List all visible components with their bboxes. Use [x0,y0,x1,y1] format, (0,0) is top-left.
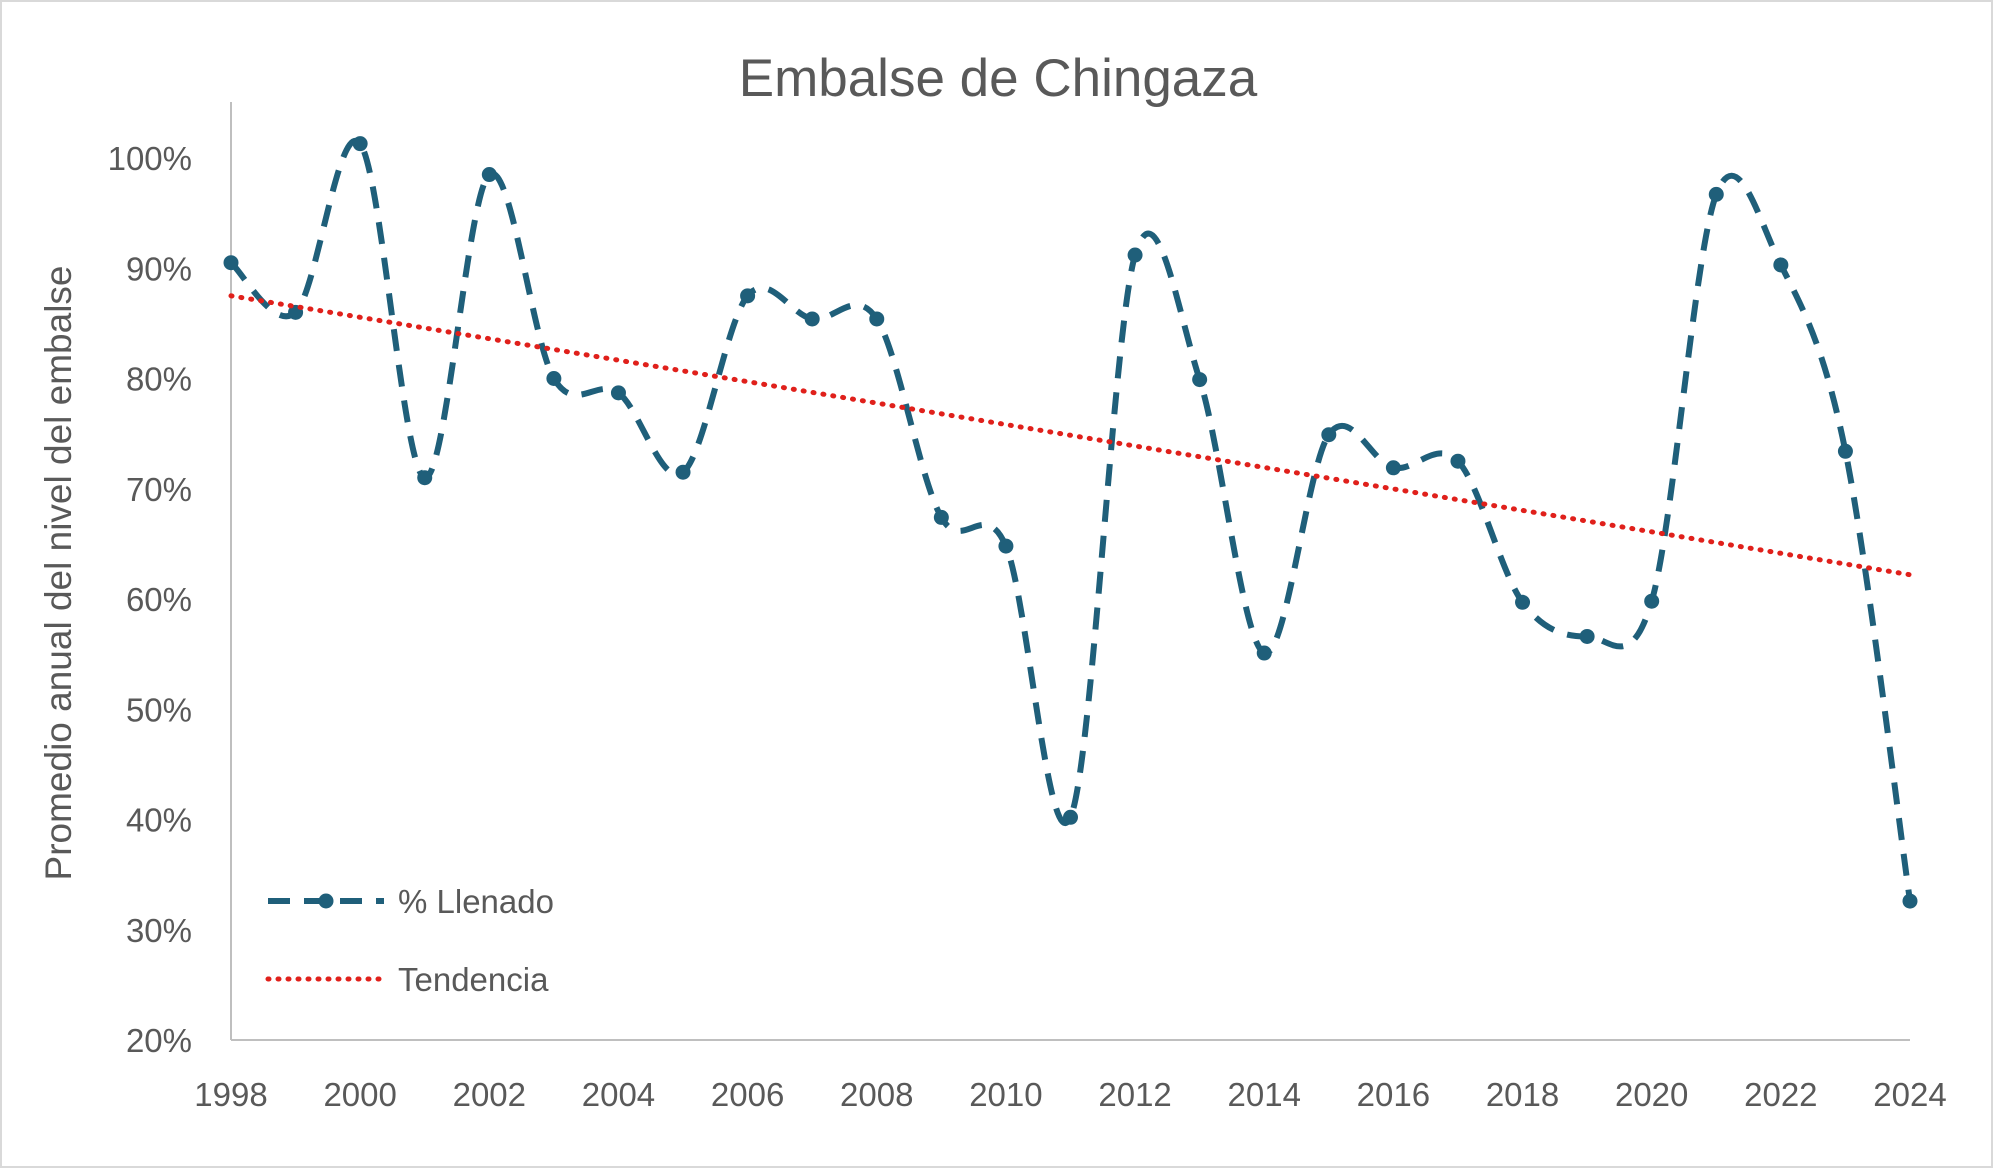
legend: % Llenado Tendencia [265,883,554,998]
x-tick-label: 2004 [582,1076,655,1113]
data-point [1902,893,1918,909]
data-point [740,288,756,304]
data-point [869,311,885,327]
x-tick-label: 2020 [1615,1076,1688,1113]
data-point [1063,809,1078,825]
legend-llenado-label: % Llenado [398,883,554,920]
data-point [417,470,433,486]
data-point [1579,628,1595,644]
data-point [1708,186,1724,202]
series-llenado-line [228,137,1913,902]
x-tick-label: 2014 [1228,1076,1301,1113]
x-tick-label: 2022 [1744,1076,1817,1113]
y-tick-label: 20% [126,1022,192,1059]
data-point [223,255,239,271]
data-point [1192,372,1208,388]
plot-area: 20% 30% 40% 50% 60% 70% 80% 90% 100% 1998 2000 2002… [108,102,1947,1113]
data-point [1256,645,1272,661]
data-point [546,371,562,386]
y-tick-label: 100% [108,140,192,177]
data-point [610,385,626,401]
data-point [352,136,368,152]
chart-title: Embalse de Chingaza [739,49,1258,108]
data-point [804,311,820,327]
data-point [1127,247,1143,263]
data-point [933,509,949,525]
series-tendencia-line [228,293,1913,578]
data-point [1515,594,1531,610]
data-point [1837,443,1853,459]
y-tick-label: 60% [126,581,192,618]
y-tick-label: 80% [126,361,192,398]
x-tick-label: 2018 [1486,1076,1559,1113]
y-tick-label: 50% [126,691,192,728]
data-point [1321,427,1337,443]
data-point [998,538,1014,554]
data-point [1450,453,1466,469]
legend-tendencia-label: Tendencia [398,961,549,998]
data-point [1644,593,1660,609]
data-point [1773,257,1789,273]
y-tick-label: 40% [126,802,192,839]
x-tick-label: 2000 [323,1076,396,1113]
data-point [481,167,497,183]
x-tick-label: 2016 [1357,1076,1430,1113]
x-tick-label: 2012 [1098,1076,1171,1113]
legend-llenado-marker [318,893,334,909]
y-tick-label: 90% [126,250,192,287]
y-tick-label: 70% [126,471,192,508]
x-tick-label: 2008 [840,1076,913,1113]
y-tick-label: 30% [126,912,192,949]
x-tick-label: 2010 [969,1076,1042,1113]
y-axis-label: Promedio anual del nivel del embalse [38,266,79,881]
data-point [675,464,691,480]
x-tick-label: 2024 [1873,1076,1946,1113]
x-tick-label: 2006 [711,1076,784,1113]
x-tick-label: 2002 [453,1076,526,1113]
data-point [1385,460,1401,476]
x-tick-label: 1998 [194,1076,267,1113]
